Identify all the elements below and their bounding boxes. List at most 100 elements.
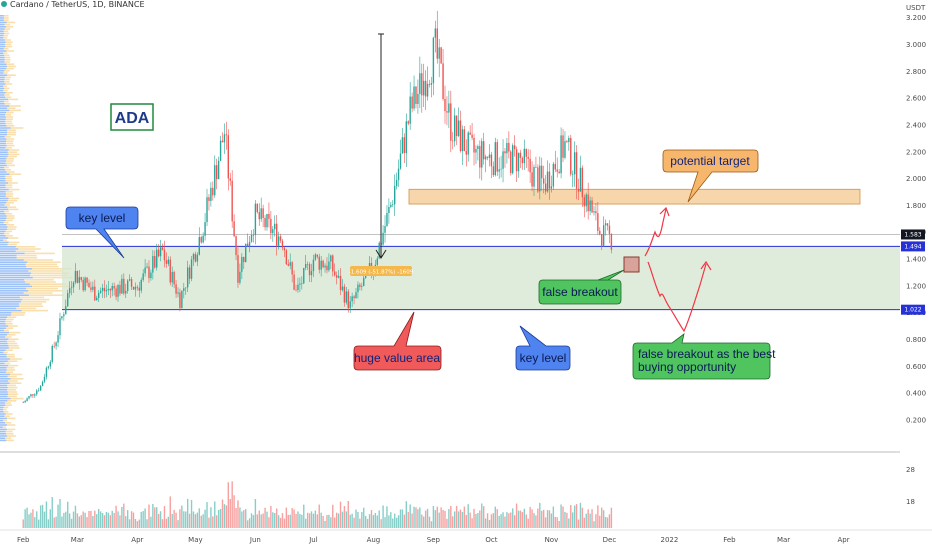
volume-profile-bar xyxy=(3,100,9,103)
volume-profile-bar xyxy=(0,283,30,285)
volume-profile-bar xyxy=(3,52,8,54)
candle xyxy=(544,175,547,195)
volume-profile-bar xyxy=(8,393,19,395)
volume-profile-bar xyxy=(6,171,15,173)
candle xyxy=(438,38,440,78)
price-tick-15: 0.200 xyxy=(906,416,926,424)
volume-bar xyxy=(388,515,390,528)
volume-profile-bar xyxy=(0,151,8,153)
volume-profile-bar xyxy=(0,120,6,123)
key-level-bottom-text: key level xyxy=(520,351,567,365)
potential-target-text: potential target xyxy=(670,154,750,168)
candle xyxy=(481,138,483,181)
candle xyxy=(103,280,106,299)
volume-profile-bar xyxy=(6,144,15,147)
candle xyxy=(523,139,526,170)
volume-bar xyxy=(128,519,131,528)
volume-profile xyxy=(0,15,73,442)
volume-bar xyxy=(444,510,446,528)
volume-bar xyxy=(312,513,315,528)
volume-profile-bar xyxy=(3,419,8,422)
volume-profile-bar xyxy=(0,107,7,109)
volume-bar xyxy=(374,512,377,528)
candle xyxy=(361,282,363,291)
volume-bar xyxy=(310,511,313,528)
candle xyxy=(277,231,280,250)
volume-profile-bar xyxy=(0,347,9,349)
volume-bar xyxy=(219,508,222,528)
volume-profile-bar xyxy=(0,61,5,63)
volume-bar xyxy=(152,503,154,528)
volume-profile-bar xyxy=(4,94,10,96)
volume-bar xyxy=(479,510,481,528)
volume-bar xyxy=(585,513,587,528)
volume-bar xyxy=(262,513,264,528)
volume-profile-bar xyxy=(7,65,16,68)
price-axis[interactable]: 3.200 3.000 2.800 2.600 2.400 2.200 2.000 1.800… xyxy=(900,0,932,530)
volume-profile-bar xyxy=(4,23,11,26)
volume-bar xyxy=(560,504,562,528)
candle xyxy=(477,144,479,161)
volume-profile-bar xyxy=(0,340,7,343)
volume-bar xyxy=(248,518,251,528)
best-buying-text-line1: false breakout as the best xyxy=(638,347,776,361)
volume-tick-28: 28 xyxy=(906,466,915,474)
volume-profile-bar xyxy=(5,45,13,48)
volume-bar xyxy=(266,511,268,528)
volume-bar xyxy=(355,509,357,528)
candle xyxy=(395,172,398,190)
volume-profile-bar xyxy=(0,41,6,43)
volume-profile-bar xyxy=(0,250,16,252)
volume-profile-bar xyxy=(0,17,4,19)
volume-profile-bar xyxy=(23,292,53,294)
volume-profile-bar xyxy=(10,127,24,129)
candle xyxy=(529,149,531,183)
volume-profile-bar xyxy=(0,389,8,391)
value-area-zone xyxy=(62,246,900,310)
volume-bar xyxy=(70,518,73,528)
candle xyxy=(144,259,146,277)
volume-bar xyxy=(67,501,69,528)
volume-profile-bar xyxy=(0,65,8,68)
volume-bar xyxy=(471,518,473,528)
time-axis[interactable]: Feb Mar Apr May Jun Jul Aug Sep Oct Nov Dec 2022 Feb… xyxy=(17,536,850,544)
volume-profile-bar xyxy=(16,307,37,310)
volume-profile-bar xyxy=(5,235,13,237)
candle xyxy=(270,210,272,240)
candle xyxy=(413,75,415,111)
volume-bar xyxy=(376,515,378,528)
candle xyxy=(564,131,566,160)
volume-bar xyxy=(59,499,61,528)
volume-profile-bar xyxy=(0,87,5,90)
volume-profile-bar xyxy=(7,74,16,76)
volume-profile-bar xyxy=(0,246,16,248)
candle xyxy=(589,196,591,216)
price-tick-6: 2.000 xyxy=(906,175,926,183)
volume-profile-bar xyxy=(0,188,9,191)
volume-bar xyxy=(405,501,408,528)
candle xyxy=(601,233,603,251)
volume-profile-bar xyxy=(4,56,11,59)
volume-profile-bar xyxy=(0,400,8,402)
candle xyxy=(237,245,239,288)
time-tick-5: Jul xyxy=(308,536,318,544)
volume-profile-bar xyxy=(25,281,56,283)
candle xyxy=(175,280,177,299)
candle xyxy=(473,133,475,166)
candle xyxy=(457,107,460,138)
volume-profile-bar xyxy=(0,268,33,270)
candle xyxy=(152,250,154,280)
volume-profile-bar xyxy=(0,28,5,30)
volume-profile-bar xyxy=(6,433,14,435)
volume-profile-bar xyxy=(6,67,15,70)
volume-profile-bar xyxy=(3,30,9,32)
candle xyxy=(94,279,96,301)
candle xyxy=(163,240,166,268)
volume-bar xyxy=(301,514,303,528)
volume-profile-bar xyxy=(0,415,5,417)
candle xyxy=(521,156,524,170)
volume-profile-bar xyxy=(0,208,9,211)
candle xyxy=(165,252,168,268)
volume-profile-bar xyxy=(0,34,4,37)
